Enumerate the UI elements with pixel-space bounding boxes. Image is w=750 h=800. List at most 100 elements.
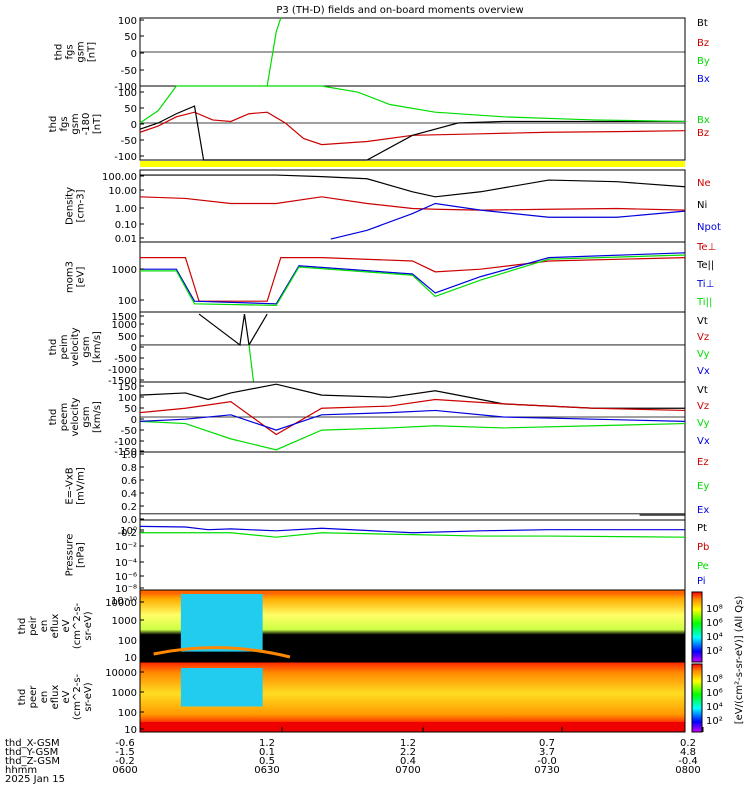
x-axis-value: 0800 bbox=[675, 765, 700, 776]
colorbar: 10⁸ 10⁶ 10⁴ 10² 10⁸ 10⁶ 10⁴ 10² [eV/(cm²-s-sr-eV… bbox=[691, 591, 745, 733]
x-axis-value: 1.2 bbox=[259, 738, 275, 749]
y-axis-label-line: velocity bbox=[70, 397, 81, 436]
y-tick-label: -50 bbox=[121, 426, 137, 437]
spectrogram-arc bbox=[153, 646, 291, 659]
y-tick-label: 50 bbox=[124, 404, 137, 415]
y-tick-label: 0.10 bbox=[115, 220, 137, 231]
legend-item-Pb: Pb bbox=[697, 542, 709, 553]
y-axis-label-line: thd bbox=[17, 618, 28, 635]
x-axis-row-label: thd_Y-GSM bbox=[5, 747, 58, 758]
legend-item-Vx: Vx bbox=[697, 366, 710, 377]
x-axis-row-label: hhmm bbox=[5, 765, 37, 776]
legend-item-Ey: Ey bbox=[697, 481, 709, 492]
spectrogram-cavity bbox=[180, 594, 263, 652]
y-tick-label: 0.4 bbox=[121, 489, 137, 500]
panel-pressure: 10⁰ 10⁻² 10⁻⁴ 10⁻⁶10⁻⁸10⁻¹⁰ Pressure [nPa] Pt P… bbox=[65, 519, 709, 607]
y-axis-label-line: Density bbox=[65, 187, 76, 225]
series-line-Vx bbox=[139, 409, 686, 431]
y-axis-label-line: peir bbox=[28, 615, 39, 635]
colorbar-tick-label: 10⁶ bbox=[706, 618, 723, 629]
y-tick-label: 100 bbox=[118, 296, 137, 307]
x-axis-value: 0.1 bbox=[259, 747, 275, 758]
x-axis-value: 4.8 bbox=[680, 747, 696, 758]
x-axis-value: -0.0 bbox=[537, 756, 557, 767]
y-tick-label: 0.8 bbox=[121, 463, 137, 474]
series-line-Pi bbox=[139, 525, 685, 534]
y-axis-label-line: [cm-3] bbox=[76, 189, 87, 222]
y-tick-label: -50 bbox=[121, 66, 137, 77]
legend-item-Vy: Vy bbox=[697, 418, 710, 429]
y-tick-label: 0.01 bbox=[115, 234, 137, 245]
y-axis-label-line: [nT] bbox=[92, 114, 103, 134]
series-line-Ne bbox=[139, 196, 686, 211]
y-axis-label-line: fgs bbox=[65, 44, 76, 59]
legend-item-Pt: Pt bbox=[697, 523, 707, 534]
y-axis-label-line: gsm bbox=[70, 113, 81, 134]
series-line-Vx bbox=[248, 344, 255, 383]
y-axis-label-line: fgs bbox=[59, 116, 70, 131]
series-line-Pe bbox=[140, 532, 686, 538]
y-tick-label: 100 bbox=[118, 88, 137, 99]
y-tick-label: -500 bbox=[114, 354, 137, 365]
y-tick-label: 10⁻⁸ bbox=[115, 584, 137, 595]
x-axis-date: 2025 Jan 15 bbox=[5, 774, 65, 785]
panel-peir_en_eflux: 10000 1000 100 10 thd peir en eflux eV (cm^2-s-sr… bbox=[17, 589, 686, 664]
y-axis-label-line: thd bbox=[54, 44, 65, 61]
series-line-By bbox=[139, 85, 686, 124]
series-line-Vt bbox=[198, 313, 268, 347]
y-tick-label: 50 bbox=[124, 32, 137, 43]
y-tick-label: 100 bbox=[118, 708, 137, 719]
y-axis-label-line: sr-eV) bbox=[83, 611, 94, 640]
colorbar-tick-label: 10² bbox=[706, 646, 723, 657]
y-tick-label: -1000 bbox=[108, 365, 137, 376]
spectrogram-top-band bbox=[140, 590, 685, 594]
legend-item-Npot: Npot bbox=[697, 222, 721, 233]
y-tick-label: 0.6 bbox=[121, 476, 137, 487]
panel-frame bbox=[139, 311, 686, 383]
x-axis-row-label: thd_Z-GSM bbox=[5, 756, 60, 767]
x-axis-block: thd_X-GSM -0.6 1.2 1.2 0.7 0.2 thd_Y-GSM -1.5 0.… bbox=[5, 727, 704, 785]
y-tick-label: -100 bbox=[114, 82, 137, 93]
spectrogram-cavity bbox=[180, 668, 263, 707]
legend-item-Vt: Vt bbox=[697, 385, 708, 396]
legend-item-Ne: Ne bbox=[697, 178, 711, 189]
y-tick-label: 10⁻¹⁰ bbox=[111, 596, 137, 607]
y-tick-label: 10⁰ bbox=[120, 526, 137, 537]
series-line-Ni bbox=[140, 174, 686, 198]
x-axis-value: -1.5 bbox=[115, 747, 135, 758]
legend-item-Bt: Bt bbox=[697, 18, 708, 29]
x-axis-row-label: thd_X-GSM bbox=[5, 738, 60, 749]
y-tick-label: 1000 bbox=[112, 688, 137, 699]
y-axis-label-line: peim bbox=[59, 334, 70, 359]
legend-item-Bx: Bx bbox=[697, 74, 710, 85]
y-axis-label-line: en bbox=[39, 620, 50, 633]
y-tick-label: 10000 bbox=[105, 598, 137, 609]
y-axis-label-line: E=-VxB bbox=[65, 467, 76, 504]
x-axis-value: -0.6 bbox=[115, 738, 135, 749]
panel-fgs_gsm: 100 50 0 -50 -100 thd fgs gsm [nT] Bt Bz By Bx bbox=[54, 16, 710, 93]
y-tick-label: 10000 bbox=[105, 668, 137, 679]
y-tick-label: 10⁻⁴ bbox=[115, 558, 137, 569]
legend-item-Bz: Bz bbox=[697, 38, 709, 49]
legend-item-Ex: Ex bbox=[697, 505, 709, 516]
y-tick-label: 0 bbox=[131, 120, 137, 131]
x-axis-value: 0730 bbox=[534, 765, 559, 776]
colorbar-tick-label: 10⁴ bbox=[706, 632, 723, 643]
series-line-Bz bbox=[139, 111, 686, 146]
y-tick-label: -1500 bbox=[108, 376, 137, 387]
legend-item-Ti||: Ti|| bbox=[696, 297, 712, 308]
y-tick-label: 0.0 bbox=[121, 515, 137, 526]
y-axis-label-line: thd bbox=[48, 409, 59, 426]
colorbar-bottom-bar bbox=[691, 663, 703, 733]
y-tick-label: 1.00 bbox=[115, 204, 137, 215]
y-axis-label-line: mom3 bbox=[65, 261, 76, 293]
y-axis-label-line: gsm bbox=[81, 336, 92, 357]
legend-item-Te⊥: Te⊥ bbox=[696, 242, 716, 253]
y-tick-label: 0 bbox=[131, 343, 137, 354]
y-axis-label-line: thd bbox=[48, 116, 59, 133]
y-axis-label-line: peem bbox=[59, 403, 70, 431]
y-tick-label: 1000 bbox=[112, 320, 137, 331]
y-tick-label: -100 bbox=[114, 152, 137, 163]
figure-title: P3 (TH-D) fields and on-board moments ov… bbox=[276, 5, 523, 16]
